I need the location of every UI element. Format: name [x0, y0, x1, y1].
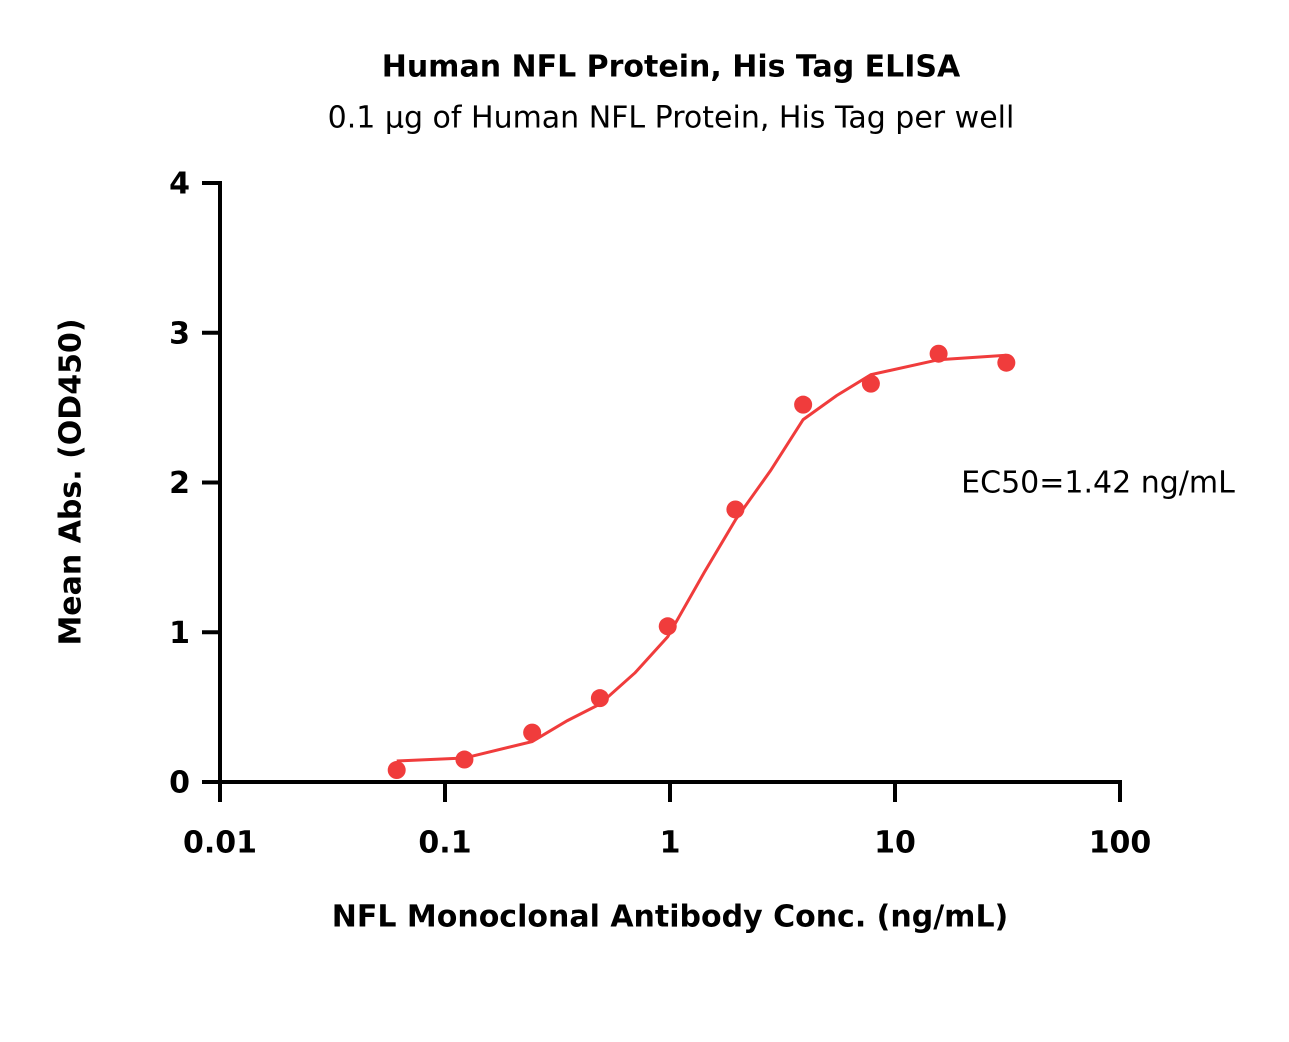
- data-point: [590, 689, 609, 708]
- y-tick-label: 4: [169, 167, 190, 202]
- annotation: EC50=1.42 ng/mL: [961, 466, 1235, 501]
- x-tick-label: 10: [874, 826, 916, 861]
- y-tick-label: 1: [169, 616, 190, 651]
- x-tick-label: 0.01: [183, 826, 257, 861]
- chart-subtitle: 0.1 μg of Human NFL Protein, His Tag per…: [328, 101, 1015, 136]
- data-point: [997, 353, 1016, 372]
- y-tick-label: 0: [169, 766, 190, 801]
- fit-curve: [396, 353, 1007, 763]
- x-tick-label: 100: [1089, 826, 1152, 861]
- y-tick-label: 2: [169, 466, 190, 501]
- data-point: [794, 395, 813, 414]
- y-axis-label: Mean Abs. (OD450): [54, 318, 89, 645]
- data-point: [387, 761, 406, 780]
- chart-title: Human NFL Protein, His Tag ELISA: [382, 50, 961, 85]
- data-point: [523, 723, 542, 742]
- x-axis-label: NFL Monoclonal Antibody Conc. (ng/mL): [332, 900, 1009, 935]
- x-tick-label: 0.1: [418, 826, 471, 861]
- x-tick-label: 1: [660, 826, 681, 861]
- y-tick-label: 3: [169, 316, 190, 351]
